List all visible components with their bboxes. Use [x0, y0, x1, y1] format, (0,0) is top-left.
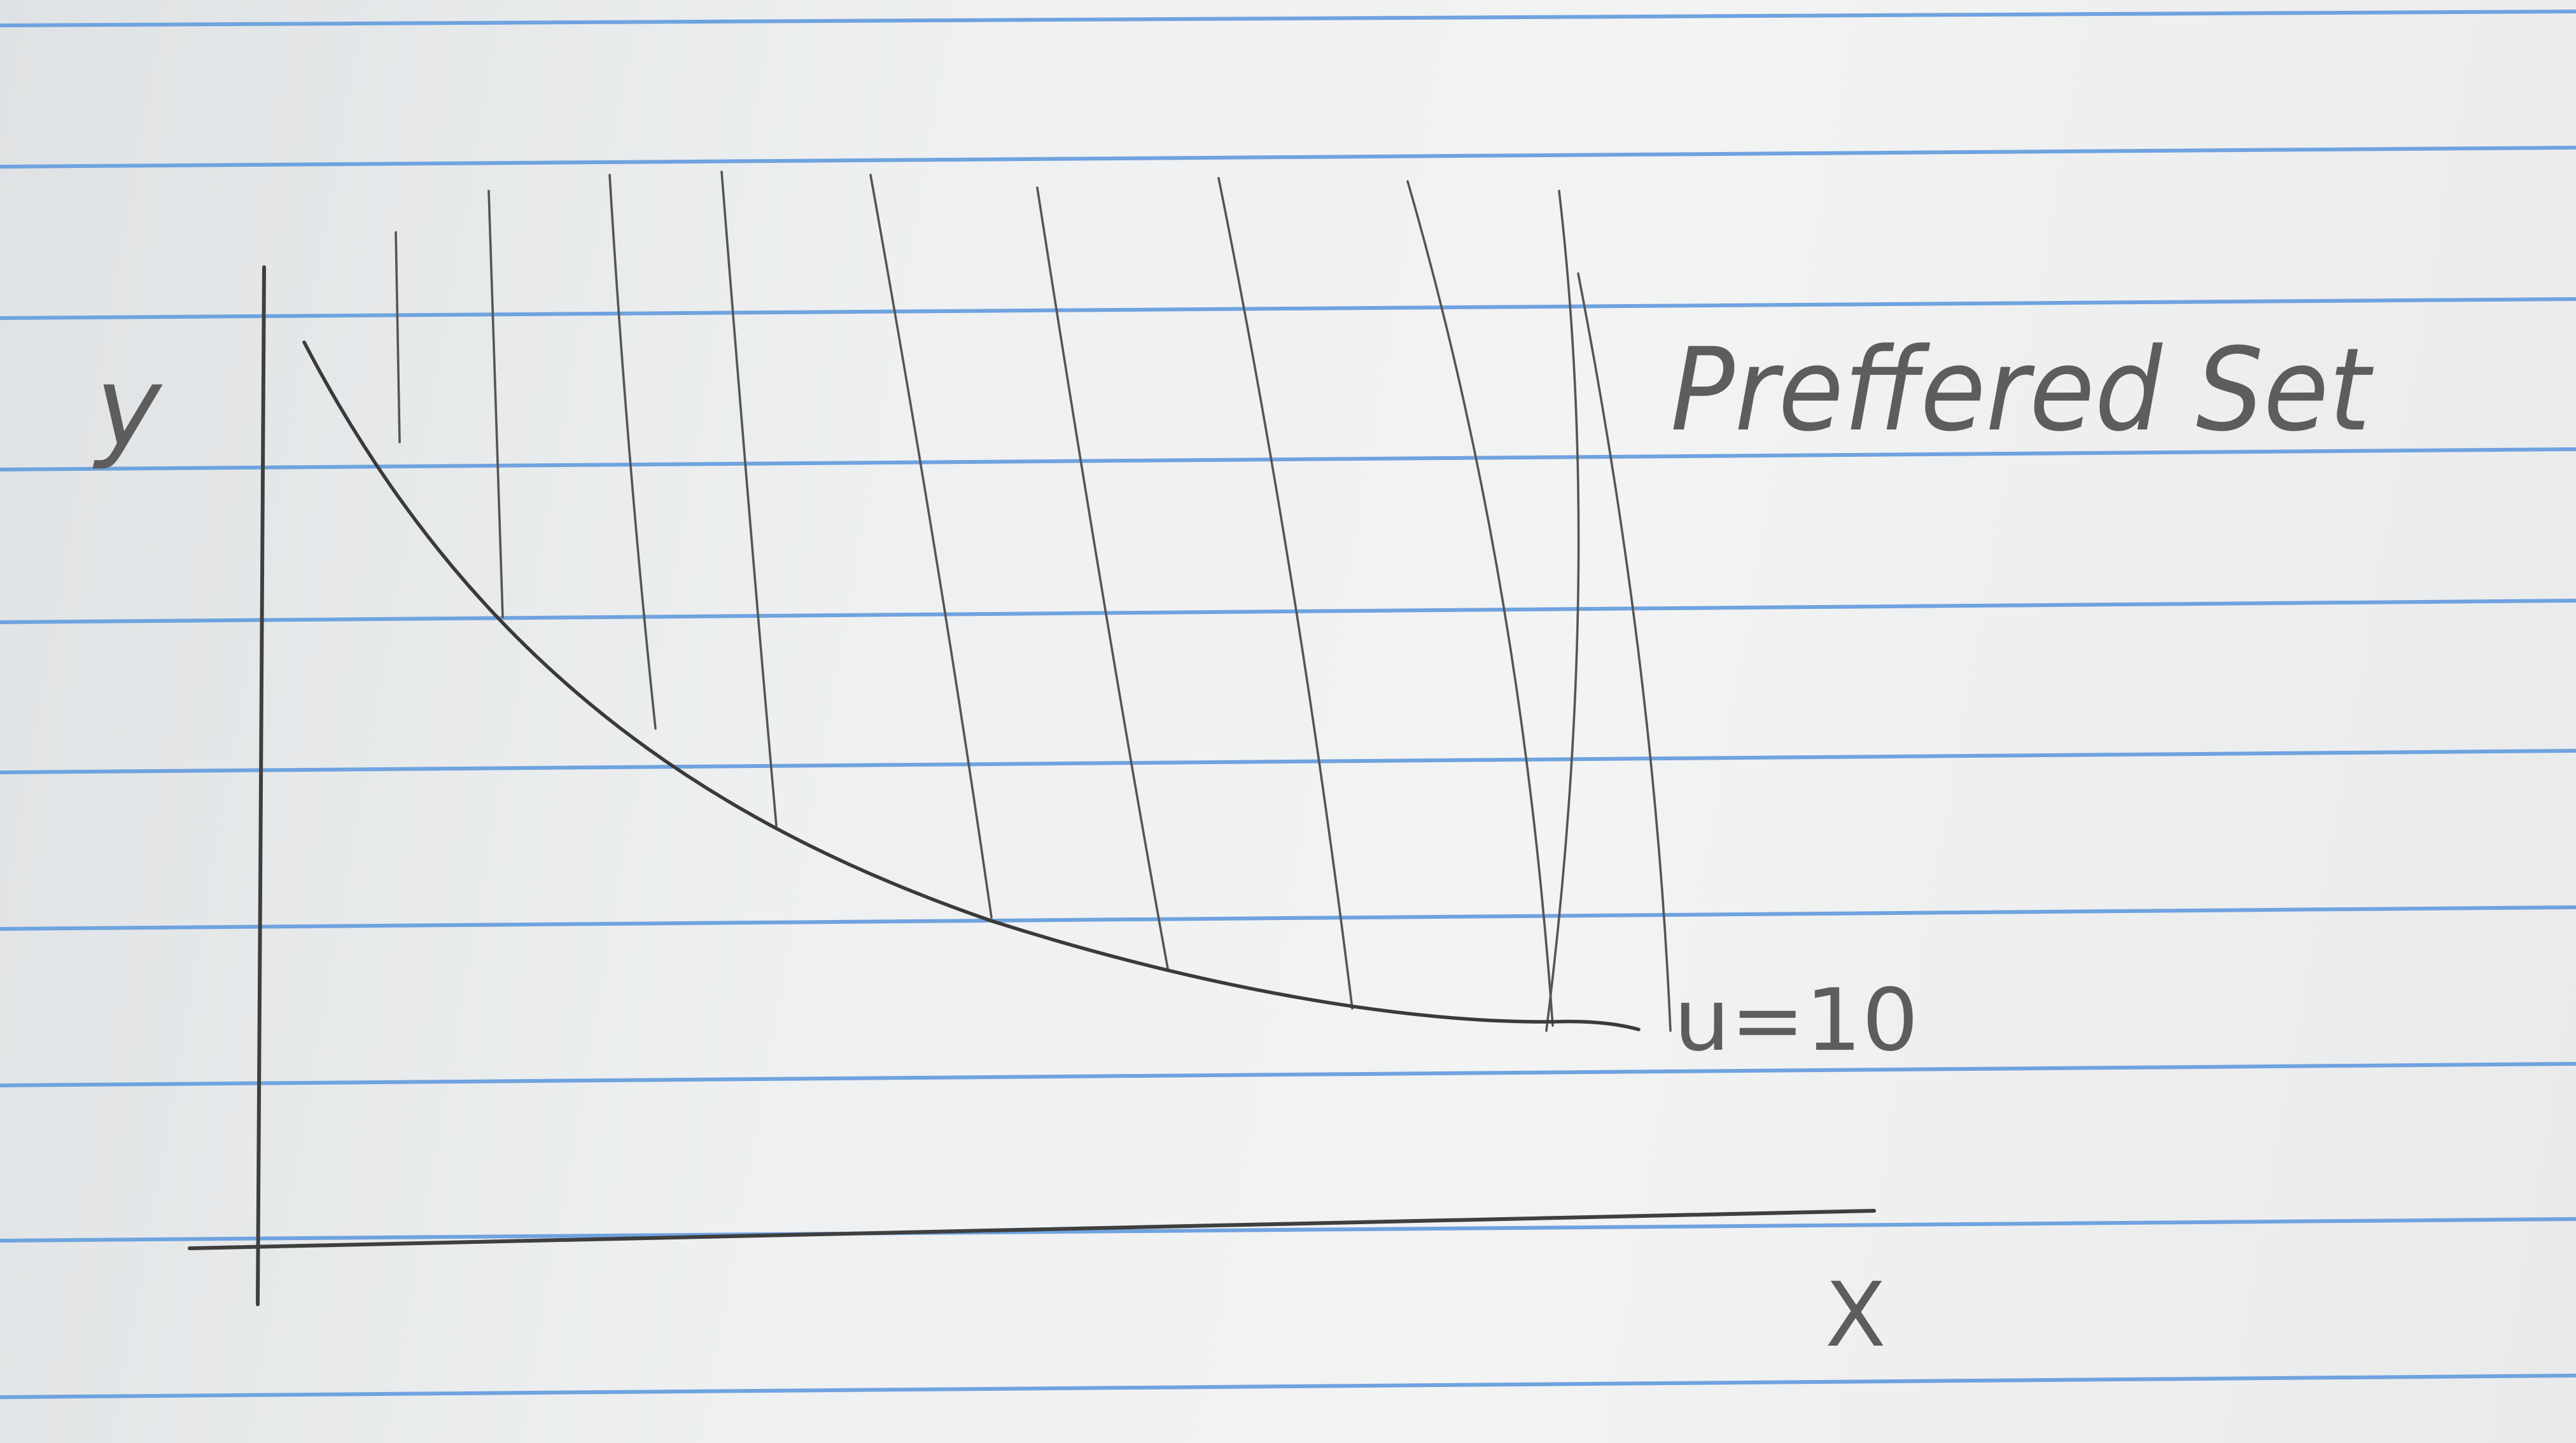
curve-label: u=10 [1674, 970, 1919, 1070]
x-axis-label: X [1825, 1264, 1886, 1367]
indifference-curve [302, 340, 1641, 1031]
preferred-set-label: Preffered Set [1670, 324, 2374, 457]
y-axis-label: y [92, 343, 163, 472]
x-axis [188, 1209, 1876, 1250]
ruled-lines [0, 10, 2576, 1399]
y-axis [256, 265, 266, 1306]
preferred-set-hatching [395, 171, 1672, 1032]
